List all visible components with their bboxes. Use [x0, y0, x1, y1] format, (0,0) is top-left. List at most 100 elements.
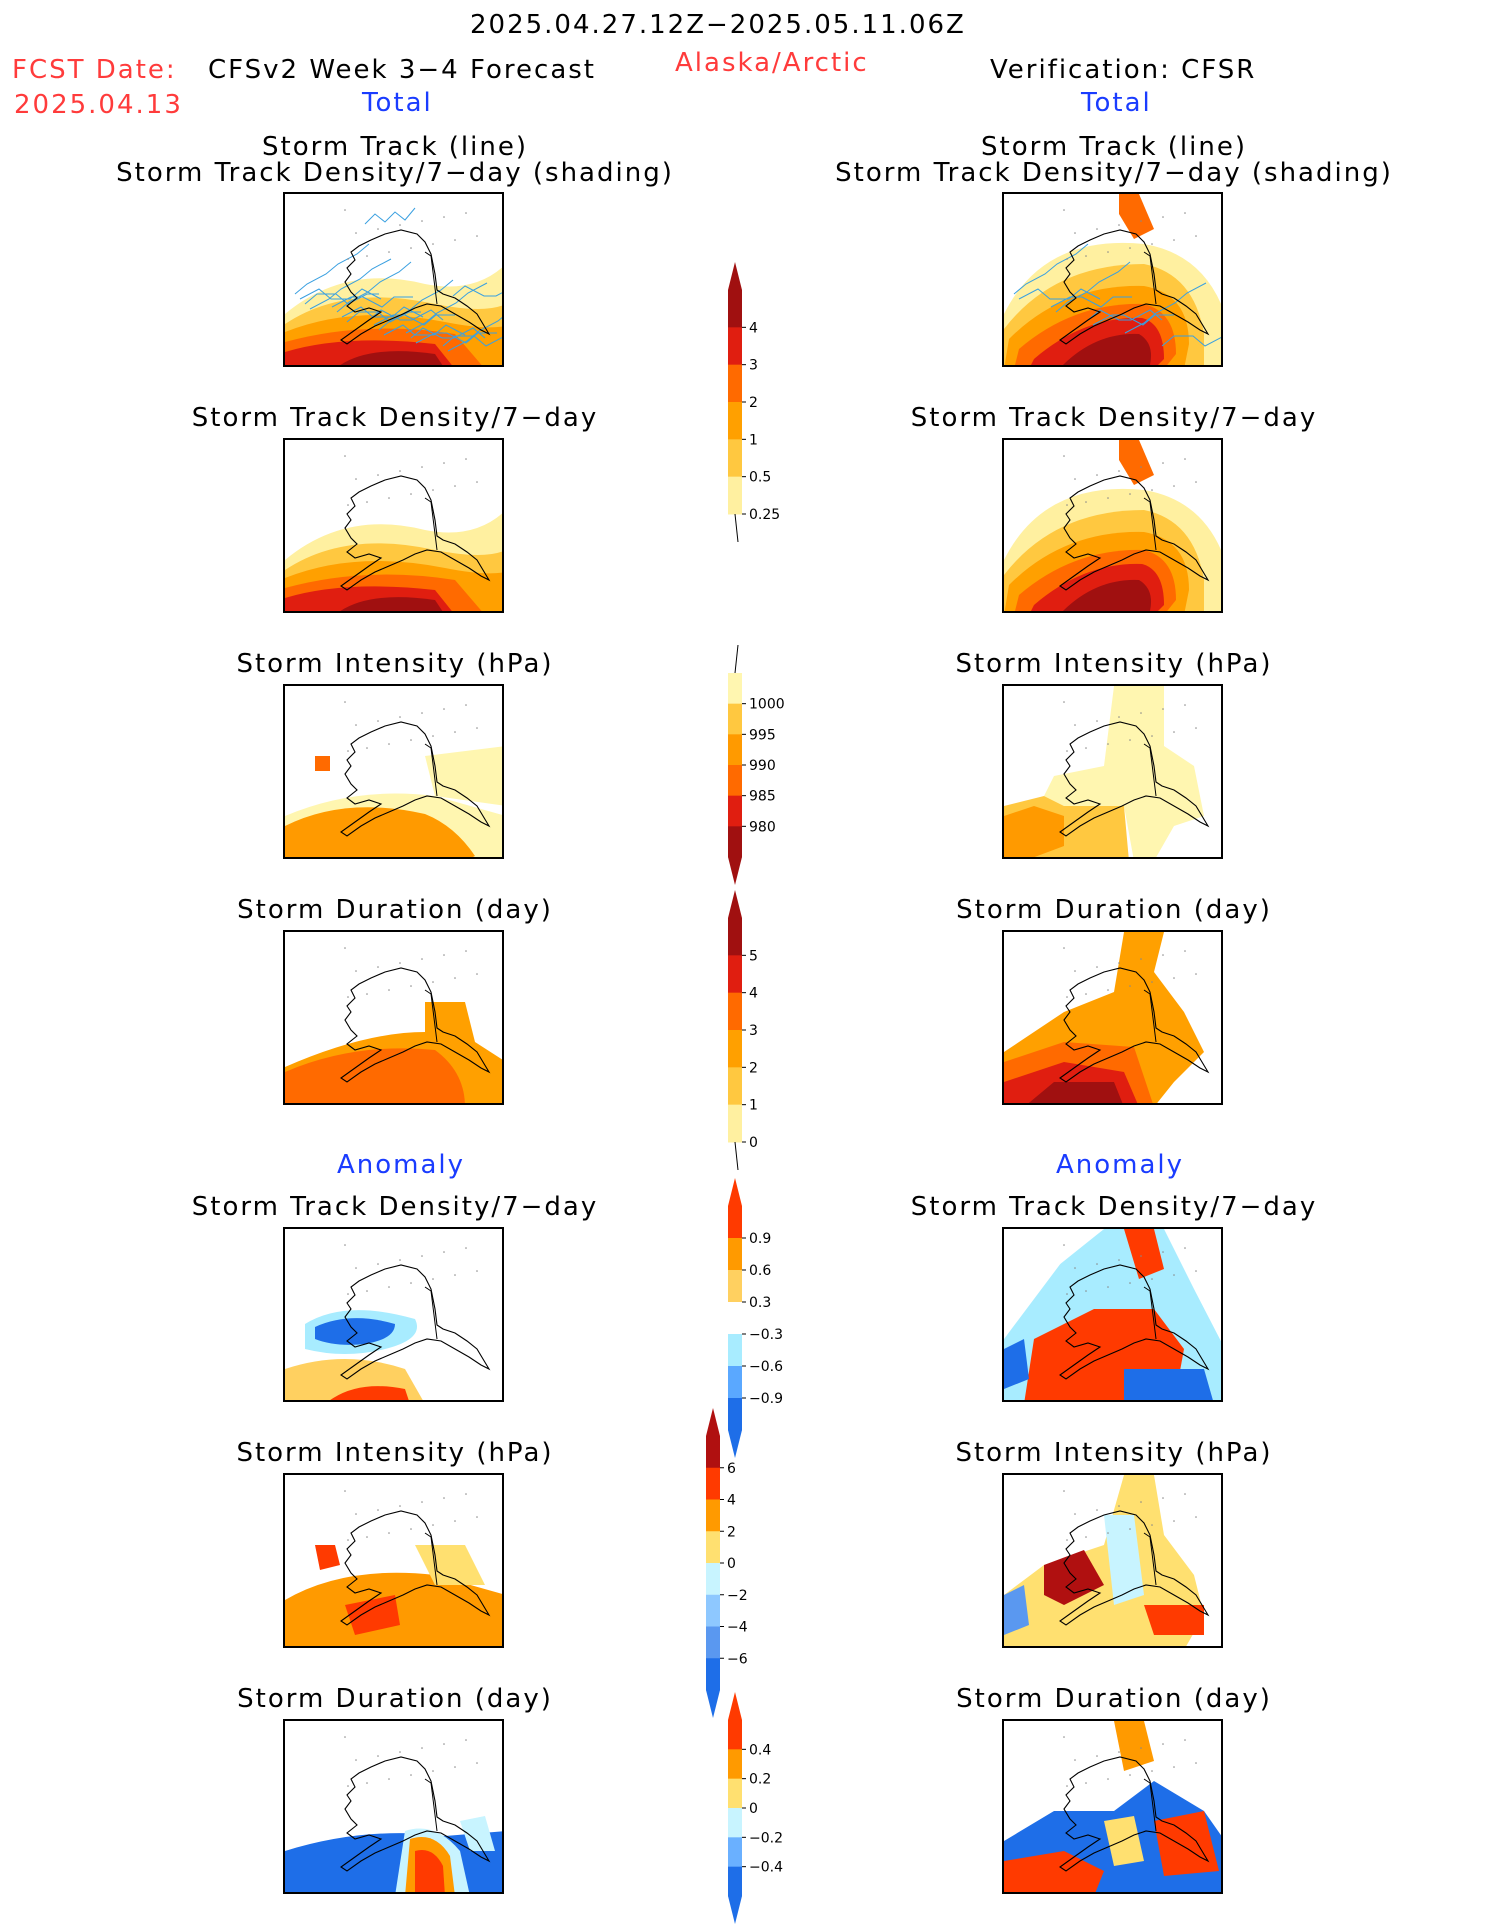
density-band [335, 351, 445, 365]
grid-dot [1085, 1290, 1087, 1292]
grid-dot [432, 1524, 434, 1526]
colorbar-tick-label: 3 [749, 358, 758, 374]
canada-border [1143, 1778, 1157, 1832]
grid-dot [1107, 743, 1109, 745]
map-fields [1004, 686, 1204, 857]
grid-dot [454, 1520, 456, 1522]
colorbar-tick-label: −0.3 [749, 1327, 783, 1343]
grid-dot [1118, 716, 1120, 718]
grid-dot [1151, 1278, 1153, 1280]
colorbar-swatch [728, 1398, 742, 1431]
storm-track-line [1018, 288, 1101, 300]
grid-dot [1129, 247, 1131, 249]
grid-dot [1173, 1766, 1175, 1768]
colorbar-swatch [728, 439, 742, 478]
map-fields [1004, 932, 1204, 1103]
grid-dot [388, 1778, 390, 1780]
right-density-title: Storm Track Density/7−day [910, 403, 1318, 433]
grid-dot [347, 750, 349, 752]
right-intensity-title: Storm Intensity (hPa) [955, 649, 1273, 679]
grid-dot [1085, 255, 1087, 257]
canada-border [424, 251, 438, 305]
storm-track-line [364, 207, 416, 225]
grid-dot [1129, 739, 1131, 741]
map-panel-right-track [1002, 192, 1223, 367]
grid-dot [1162, 1743, 1164, 1745]
grid-dot [347, 258, 349, 260]
colorbar-swatch [728, 1067, 742, 1106]
grid-dot [399, 224, 401, 226]
colorbar-tick-label: 1 [749, 432, 758, 448]
grid-dot [366, 255, 368, 257]
colorbar-swatch [706, 1594, 720, 1627]
grid-dot [1195, 481, 1197, 483]
grid-dot [1074, 724, 1076, 726]
grid-dot [1173, 1520, 1175, 1522]
grid-dot [410, 247, 412, 249]
right-duration-title: Storm Duration (day) [956, 895, 1272, 925]
colorbar-tick-label: 4 [749, 986, 758, 1002]
grid-dot [1063, 1244, 1065, 1246]
grid-dot [388, 251, 390, 253]
grid-dot [1107, 1778, 1109, 1780]
left-track-shading-title: Storm Track Density/7−day (shading) [116, 158, 674, 188]
intensity-band [1004, 806, 1064, 857]
grid-dot [476, 1270, 478, 1272]
anomaly-band [1104, 1816, 1144, 1866]
grid-dot [1074, 232, 1076, 234]
colorbar-swatch [728, 703, 742, 735]
right-track-shading-title: Storm Track Density/7−day (shading) [835, 158, 1393, 188]
grid-dot [347, 1293, 349, 1295]
anomaly-band [1144, 1605, 1204, 1635]
intensity-band [1044, 686, 1204, 857]
map-fields [285, 1002, 502, 1103]
grid-dot [344, 1244, 346, 1246]
grid-dot [1063, 947, 1065, 949]
colorbar-tick-label: 1 [749, 1098, 758, 1114]
anomaly-band [415, 1850, 445, 1892]
map-panel-left-intensity-anom [283, 1473, 504, 1648]
grid-dot [1151, 489, 1153, 491]
grid-dot [377, 1755, 379, 1757]
colorbar-swatch [728, 402, 742, 440]
map-fields [285, 1545, 502, 1646]
map-fields [285, 510, 502, 611]
grid-dot [1173, 731, 1175, 733]
intensity-band [285, 807, 475, 857]
colorbar-swatch [728, 1104, 742, 1143]
grid-dot [388, 1286, 390, 1288]
grid-dot [1096, 1509, 1098, 1511]
colorbar-bottom-arrow [728, 1430, 742, 1458]
grid-dot [1140, 220, 1142, 222]
storm-track-line [1161, 335, 1221, 347]
map-panel-right-intensity [1002, 684, 1223, 859]
right-intensity-anom-title: Storm Intensity (hPa) [955, 1438, 1273, 1468]
grid-dot [344, 209, 346, 211]
grid-dot [421, 958, 423, 960]
fcst-date-label: FCST Date: [12, 55, 177, 85]
grid-dot [1151, 981, 1153, 983]
intensity-band [315, 756, 330, 771]
right-anomaly-label: Anomaly [1056, 1150, 1185, 1180]
storm-track-line [299, 288, 382, 300]
grid-dot [377, 966, 379, 968]
grid-dot [1063, 209, 1065, 211]
grid-dot [1107, 497, 1109, 499]
density-band [1119, 440, 1154, 485]
map-panel-right-duration [1002, 930, 1223, 1105]
colorbar-bottom-line [734, 513, 739, 543]
grid-dot [454, 1274, 456, 1276]
left-duration-title: Storm Duration (day) [237, 895, 553, 925]
colorbar-swatch [728, 795, 742, 827]
colorbar-swatch [706, 1499, 720, 1532]
colorbar-swatch [728, 290, 742, 328]
grid-dot [465, 212, 467, 214]
grid-dot [421, 1747, 423, 1749]
grid-dot [1118, 1259, 1120, 1261]
canada-border [1143, 1286, 1157, 1340]
grid-dot [1066, 1293, 1068, 1295]
grid-dot [1118, 962, 1120, 964]
storm-track-line [294, 243, 370, 295]
colorbar-bottom-line [734, 1141, 739, 1171]
grid-dot [1129, 1282, 1131, 1284]
